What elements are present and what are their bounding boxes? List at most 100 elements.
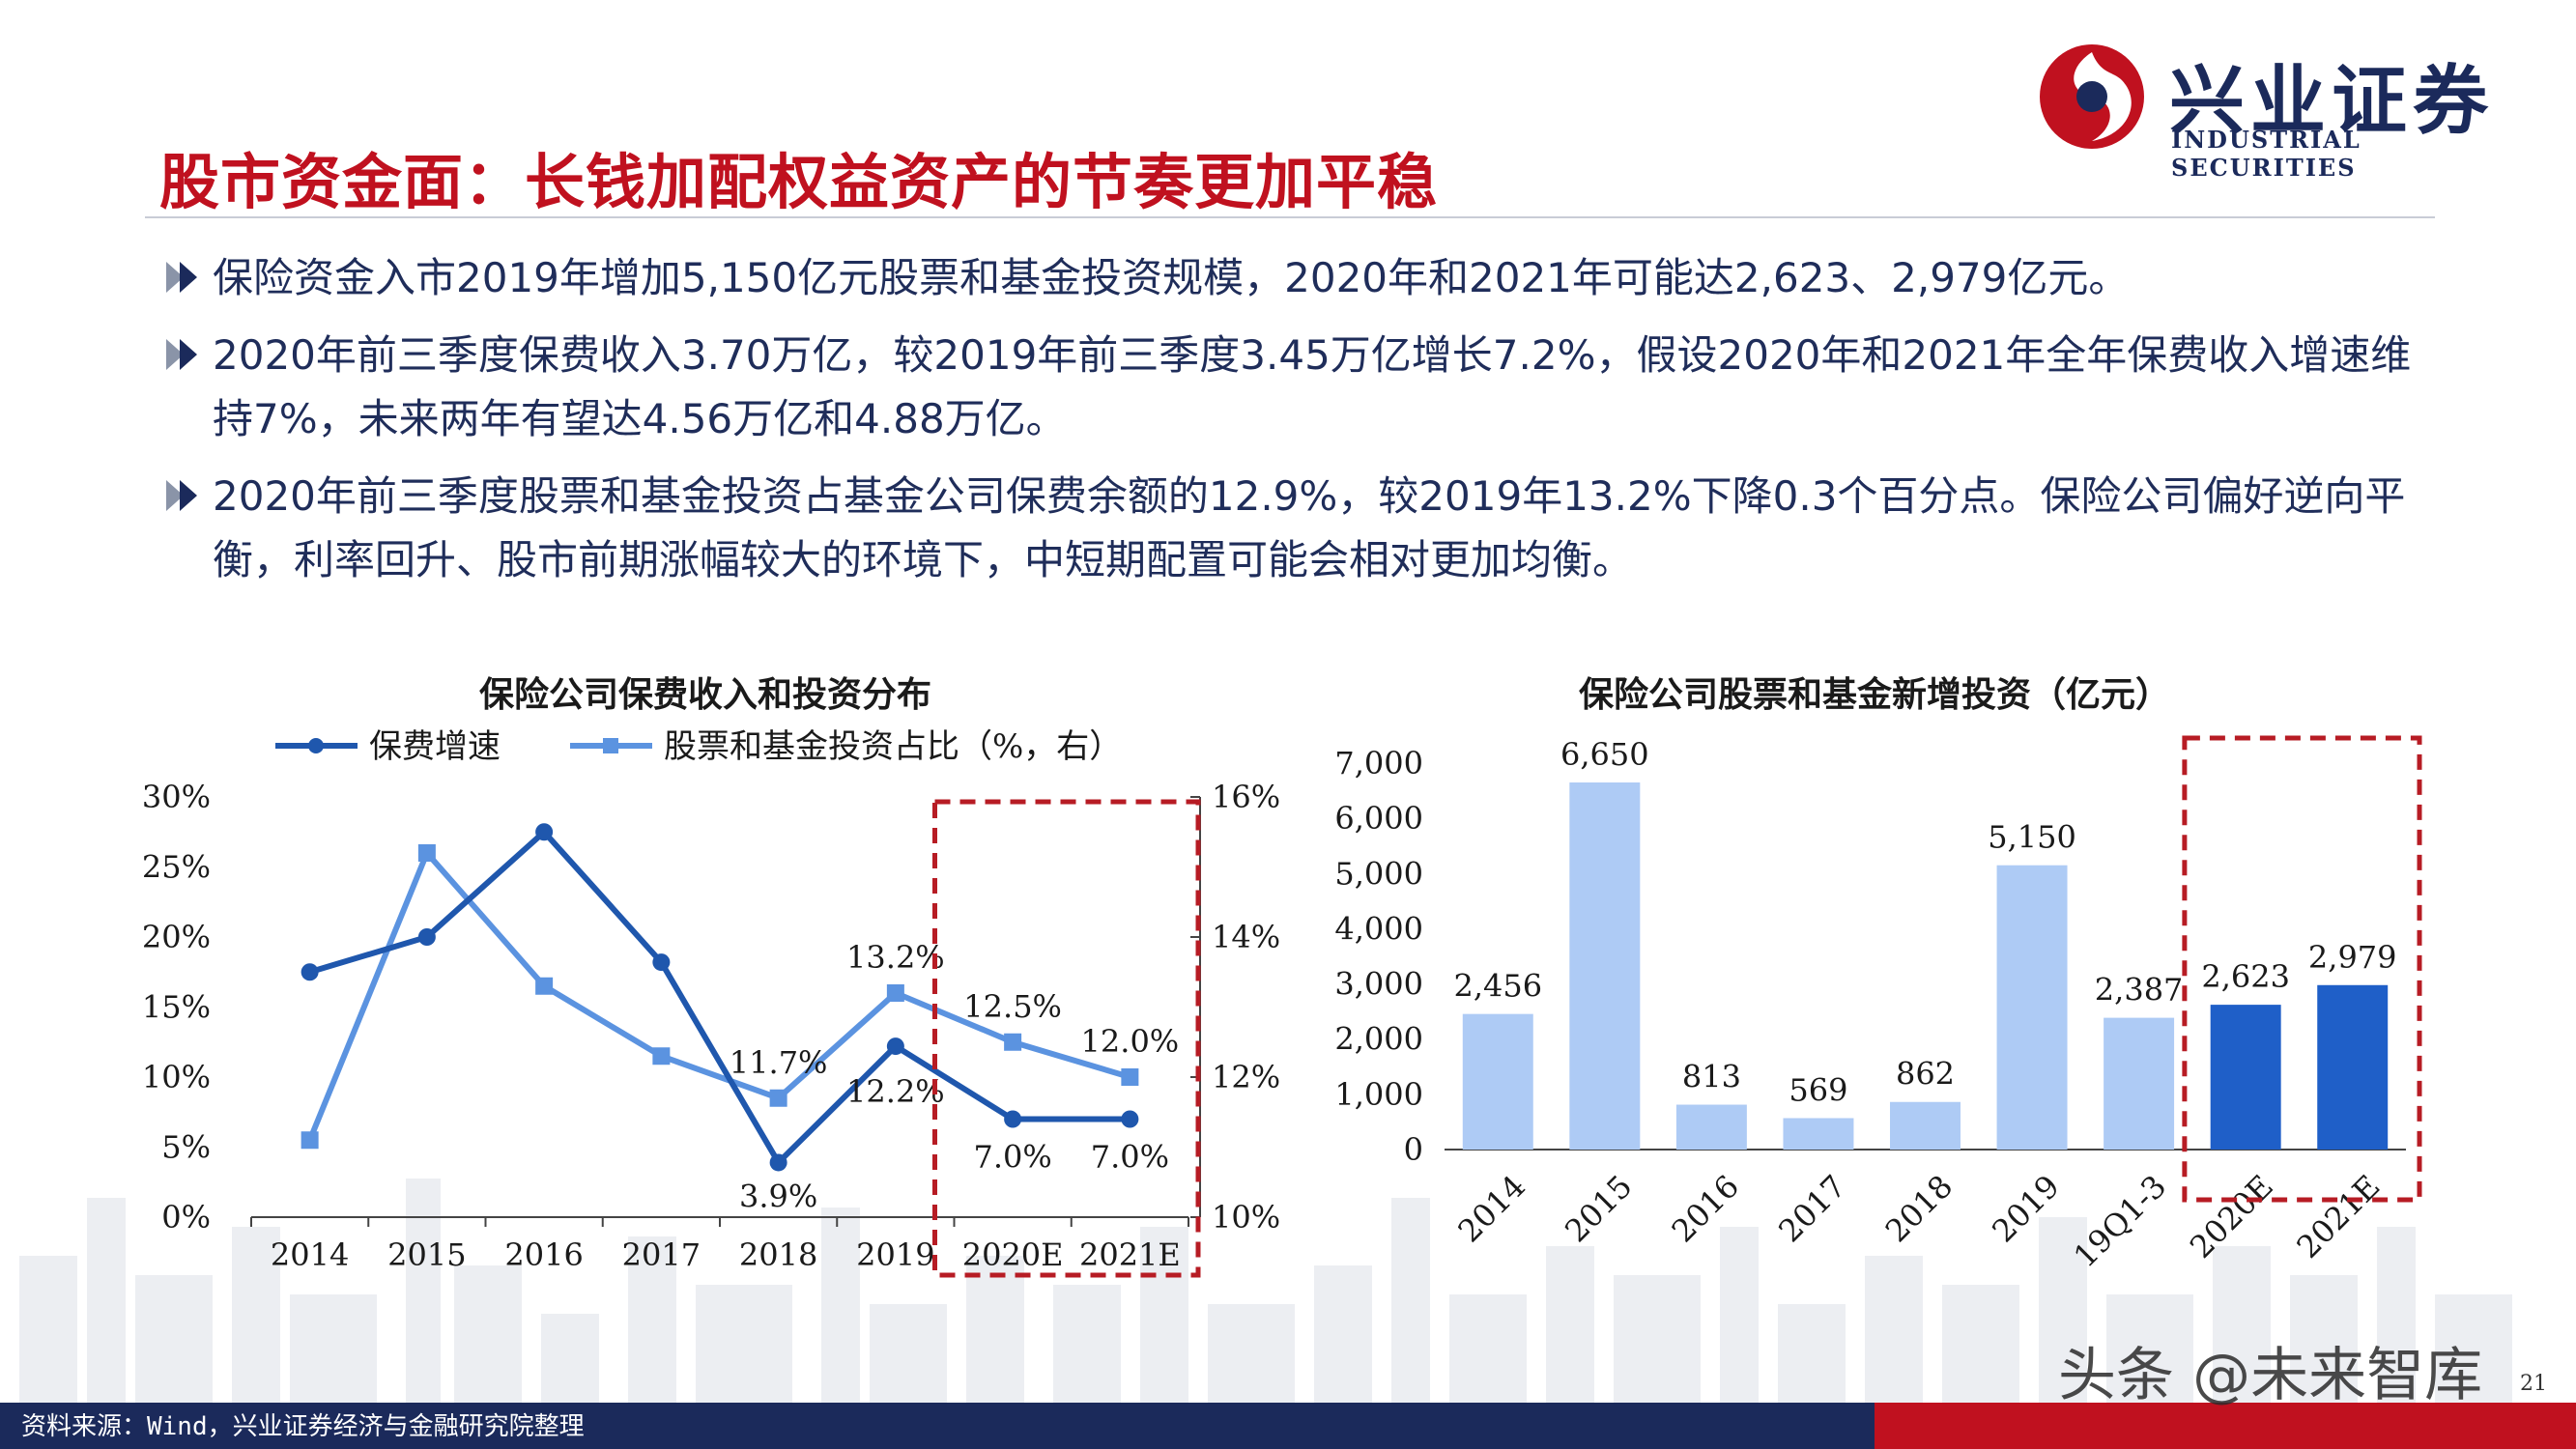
bullet-list: 保险资金入市2019年增加5,150亿元股票和基金投资规模，2020年和2021… xyxy=(164,246,2435,606)
series-2-point xyxy=(886,984,904,1002)
footer-bar xyxy=(0,1403,1875,1449)
series-line-2 xyxy=(306,847,1131,1142)
series-1-data-label: 7.0% xyxy=(1091,1139,1169,1176)
legend-label-series-1: 保费增速 xyxy=(369,727,501,766)
company-logo: 兴业证券 INDUSTRIAL SECURITIES xyxy=(2034,39,2536,182)
bar-chart: 0 1,000 2,000 3,000 4,000 5,000 6,000 7,000 2,45… xyxy=(1334,735,2422,1275)
line-chart-title: 保险公司保费收入和投资分布 xyxy=(478,674,931,715)
x-tick-label: 2018 xyxy=(739,1236,817,1273)
series-2-point xyxy=(652,1047,671,1065)
series-1-point xyxy=(301,963,319,981)
bullet-item: 2020年前三季度保费收入3.70万亿，较2019年前三季度3.45万亿增长7.… xyxy=(164,324,2435,451)
y-left-tick-label: 30% xyxy=(142,779,211,815)
x-tick-label: 2020E xyxy=(962,1236,1064,1273)
y-left-tick-label: 20% xyxy=(142,919,211,955)
page-title: 股市资金面：长钱加配权益资产的节奏更加平稳 xyxy=(159,147,1439,217)
series-2-point xyxy=(535,977,554,995)
x-tick-label: 2019 xyxy=(856,1236,934,1273)
y-tick-label: 6,000 xyxy=(1334,800,1423,837)
bar xyxy=(2317,984,2389,1150)
bar xyxy=(1675,1104,1747,1150)
series-1-point xyxy=(769,1153,787,1172)
series-1-point xyxy=(1004,1110,1022,1128)
line-chart: 保费增速 股票和基金投资占比（%，右） 0% 5% 10% 15% 20% 25% 30% 10%… xyxy=(142,727,1280,1278)
logo-emblem-icon xyxy=(2040,44,2144,149)
bullet-text: 2020年前三季度股票和基金投资占基金公司保费余额的12.9%，较2019年13… xyxy=(213,472,2406,583)
series-1-data-label: 12.2% xyxy=(846,1073,945,1110)
series-2-point xyxy=(301,1131,319,1150)
bullet-item: 2020年前三季度股票和基金投资占基金公司保费余额的12.9%，较2019年13… xyxy=(164,465,2435,592)
series-1-data-label: 3.9% xyxy=(739,1178,817,1214)
y-right-tick-label: 10% xyxy=(1212,1199,1280,1236)
bar xyxy=(2104,1017,2175,1150)
legend-marker-series-1 xyxy=(308,738,324,753)
bar-data-label: 813 xyxy=(1682,1059,1741,1095)
x-tick-label: 2021E xyxy=(2290,1168,2388,1265)
page-number: 21 xyxy=(2520,1372,2547,1396)
y-left-tick-label: 0% xyxy=(161,1199,211,1236)
series-2-data-label: 13.2% xyxy=(846,939,945,976)
logo-english-name: INDUSTRIAL SECURITIES xyxy=(2171,126,2361,182)
x-tick-label: 2018 xyxy=(1878,1168,1960,1249)
y-tick-label: 3,000 xyxy=(1334,966,1423,1003)
bar xyxy=(2210,1005,2281,1150)
source-note: 资料来源：Wind，兴业证券经济与金融研究院整理 xyxy=(21,1412,585,1441)
series-2-data-label: 11.7% xyxy=(730,1044,828,1081)
bullet-item: 保险资金入市2019年增加5,150亿元股票和基金投资规模，2020年和2021… xyxy=(164,246,2435,310)
series-1-point xyxy=(417,928,436,946)
chevron-right-icon xyxy=(166,339,197,370)
bullet-text: 保险资金入市2019年增加5,150亿元股票和基金投资规模，2020年和2021… xyxy=(213,254,2130,301)
bar-data-label: 2,979 xyxy=(2308,939,2397,976)
series-2-point xyxy=(1004,1033,1022,1051)
y-tick-label: 5,000 xyxy=(1334,855,1423,892)
y-tick-label: 1,000 xyxy=(1334,1076,1423,1113)
y-left-tick-label: 5% xyxy=(161,1129,211,1166)
y-tick-label: 7,000 xyxy=(1334,745,1423,781)
series-2-point xyxy=(769,1089,787,1107)
bar-data-label: 2,623 xyxy=(2201,958,2290,995)
x-tick-label: 2017 xyxy=(1771,1168,1852,1249)
series-2-point xyxy=(1121,1068,1139,1086)
chevron-right-icon xyxy=(166,262,197,293)
bar-data-label: 2,387 xyxy=(2095,972,2184,1009)
series-line-1 xyxy=(308,828,1131,1168)
bar-data-label: 2,456 xyxy=(1453,968,1542,1005)
bar xyxy=(1890,1101,1961,1150)
highlight-box xyxy=(2182,735,2422,1203)
x-tick-label: 2016 xyxy=(1665,1168,1746,1249)
y-left-tick-label: 25% xyxy=(142,849,211,886)
bar xyxy=(1462,1013,1533,1150)
x-tick-label: 2020E xyxy=(2183,1168,2280,1265)
x-tick-label: 2014 xyxy=(271,1236,349,1273)
legend-marker-series-2 xyxy=(603,738,618,753)
series-2-data-label: 12.5% xyxy=(963,988,1062,1025)
x-tick-label: 2017 xyxy=(622,1236,701,1273)
y-tick-label: 0 xyxy=(1404,1131,1423,1168)
highlight-box xyxy=(932,799,1201,1278)
y-right-tick-label: 14% xyxy=(1212,919,1280,955)
x-tick-label: 2015 xyxy=(387,1236,466,1273)
series-2-point xyxy=(417,844,436,862)
y-right-tick-label: 16% xyxy=(1212,779,1280,815)
bar-data-label: 6,650 xyxy=(1560,736,1649,773)
legend-label-series-2: 股票和基金投资占比（%，右） xyxy=(664,727,1122,766)
series-1-point xyxy=(886,1037,904,1056)
chevron-right-icon xyxy=(166,480,197,511)
bullet-text: 2020年前三季度保费收入3.70万亿，较2019年前三季度3.45万亿增长7.… xyxy=(213,331,2412,442)
series-1-point xyxy=(535,823,554,841)
skyline-background xyxy=(19,1179,2512,1410)
y-right-tick-label: 12% xyxy=(1212,1059,1280,1095)
x-tick-label: 2021E xyxy=(1079,1236,1181,1273)
series-2-data-label: 12.0% xyxy=(1081,1023,1180,1060)
series-1-data-label: 7.0% xyxy=(973,1139,1051,1176)
x-tick-label: 2016 xyxy=(504,1236,583,1273)
series-1-point xyxy=(1121,1110,1139,1128)
bar-data-label: 5,150 xyxy=(1988,819,2076,856)
bar-data-label: 569 xyxy=(1789,1071,1847,1108)
footer-accent-bar xyxy=(1875,1403,2576,1449)
y-tick-label: 4,000 xyxy=(1334,910,1423,947)
logo-chinese-name: 兴业证券 xyxy=(2169,58,2495,145)
title-divider xyxy=(145,216,2435,218)
series-1-point xyxy=(652,953,671,972)
bar xyxy=(1569,782,1641,1150)
